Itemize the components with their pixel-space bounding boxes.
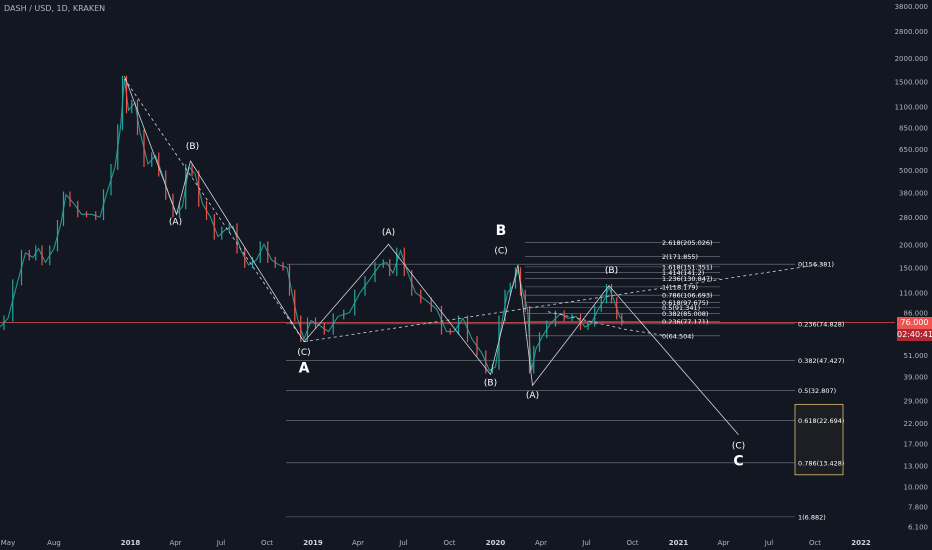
fib-level-label: 0.382(85.008): [662, 310, 708, 318]
price-axis-background: [895, 0, 932, 550]
wave-label: (C): [732, 442, 745, 452]
price-axis[interactable]: 3800.000 2800.000 2000.000 1500.000 1100.000…: [895, 0, 932, 550]
time-axis-background: [0, 535, 895, 550]
x-tick-label: Jul: [216, 539, 226, 547]
y-tick-label: 1500.000: [895, 78, 928, 86]
target-zone-box: [794, 403, 844, 476]
wave-label: B: [496, 223, 507, 239]
y-tick-label: 200.000: [899, 241, 928, 249]
x-tick-label: Jul: [581, 539, 591, 547]
fib-level-label: 2(171.855): [662, 253, 698, 261]
wave-label: (C): [297, 348, 310, 358]
x-tick-label: Jul: [764, 539, 774, 547]
x-tick-label: Apr: [717, 539, 729, 547]
symbol-title: DASH / USD, 1D, KRAKEN: [4, 4, 106, 13]
x-tick-label: 2018: [121, 539, 141, 547]
wave-label: (A): [169, 218, 182, 228]
fib-retracement-label: 1(6.882): [798, 513, 826, 521]
x-tick-label: Oct: [626, 539, 638, 547]
y-tick-label: 2800.000: [895, 28, 928, 36]
countdown-tag: 02:40:41: [897, 328, 932, 341]
y-tick-label: 650.000: [899, 146, 928, 154]
y-tick-label: 39.000: [904, 374, 929, 382]
x-tick-label: 2020: [486, 539, 506, 547]
y-tick-label: 29.000: [904, 398, 929, 406]
wave-label: C: [733, 453, 743, 469]
last-price-tag: 76.000: [897, 316, 932, 329]
wave-path: [124, 75, 739, 435]
y-tick-label: 7.800: [908, 504, 928, 512]
wave-label: (B): [605, 266, 618, 276]
x-tick-label: May: [1, 539, 15, 547]
y-tick-label: 3800.000: [895, 3, 928, 11]
wave-label: (B): [484, 378, 497, 388]
y-tick-label: 150.000: [899, 265, 928, 273]
x-tick-label: Oct: [443, 539, 455, 547]
fib-retracement-label: 0.5(32.807): [798, 387, 836, 395]
y-tick-label: 13.000: [904, 462, 929, 470]
x-tick-label: Jul: [398, 539, 408, 547]
x-tick-label: Apr: [169, 539, 181, 547]
fib-retracement-label: 0.618(22.694): [798, 417, 844, 425]
fib-level-label: 0.786(106.693): [662, 292, 713, 300]
x-tick-label: Oct: [261, 539, 273, 547]
wave-label: (A): [526, 391, 539, 401]
fib-level-label: 0(64.504): [662, 332, 694, 340]
fib-level-label: 1.236(130.847): [662, 275, 713, 283]
fib-retracement-label: 0.786(13.428): [798, 459, 844, 467]
y-tick-label: 2000.000: [895, 55, 928, 63]
x-tick-label: 2019: [303, 539, 323, 547]
y-tick-label: 280.000: [899, 214, 928, 222]
y-tick-label: 86.000: [904, 310, 929, 318]
y-tick-label: 10.000: [904, 484, 929, 492]
fib-level-label: 1.414(141.2): [662, 269, 704, 277]
dashed-trendline: [124, 78, 305, 342]
y-tick-label: 17.000: [904, 441, 929, 449]
fib-retracement-label: 0.236(74.828): [798, 320, 844, 328]
y-tick-label: 1100.000: [895, 103, 928, 111]
dashed-trendline: [547, 311, 664, 336]
fib-level-label: 0.5(91.341): [662, 304, 700, 312]
x-tick-label: 2021: [669, 539, 689, 547]
x-tick-label: Oct: [809, 539, 821, 547]
wave-labels: (A)(B)(C)A(A) B(C)(B)(A)(B)(C)C: [169, 142, 745, 469]
y-tick-label: 500.000: [899, 167, 928, 175]
y-tick-label: 850.000: [899, 124, 928, 132]
fib-retracement-label: 0.382(47.427): [798, 357, 844, 365]
y-tick-label: 51.000: [904, 352, 929, 360]
fib-level-label: 2.618(205.026): [662, 239, 713, 247]
x-tick-label: Apr: [352, 539, 364, 547]
price-line: [0, 78, 625, 372]
wave-label: (A): [382, 228, 395, 238]
y-tick-label: 22.000: [904, 420, 929, 428]
x-tick-label: Aug: [47, 539, 61, 547]
wave-count: [124, 75, 823, 435]
y-tick-label: 110.000: [899, 290, 928, 298]
x-tick-label: Apr: [535, 539, 547, 547]
y-tick-label: 6.100: [908, 524, 928, 532]
fib-level-label: 1(118.179): [662, 283, 698, 291]
x-tick-label: 2022: [851, 539, 871, 547]
fib-level-label: 0.618(97.675): [662, 299, 708, 307]
wave-label: A: [299, 361, 310, 377]
time-axis[interactable]: May Aug 2018 Apr Jul Oct 2019 Apr Jul Oct 2020 Apr J…: [0, 535, 895, 550]
fib-level-label: 1.618(151.351): [662, 263, 713, 271]
fib-levels: 2.618(205.026)2(171.855)1.618(151.351)1.…: [286, 239, 844, 521]
wave-label: (C): [494, 247, 507, 257]
wave-label: (B): [186, 142, 199, 152]
fib-level-label: 0.236(77.171): [662, 318, 708, 326]
y-tick-label: 380.000: [899, 189, 928, 197]
